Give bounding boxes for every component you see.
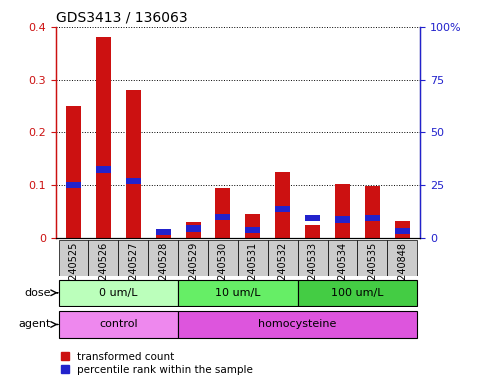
Bar bbox=[185, 222, 200, 238]
FancyBboxPatch shape bbox=[58, 240, 88, 276]
Bar bbox=[335, 217, 350, 223]
Bar bbox=[96, 166, 111, 173]
Text: GSM240527: GSM240527 bbox=[128, 242, 138, 301]
FancyBboxPatch shape bbox=[58, 280, 178, 306]
Text: GSM240533: GSM240533 bbox=[308, 242, 318, 301]
Legend: transformed count, percentile rank within the sample: transformed count, percentile rank withi… bbox=[61, 352, 253, 375]
Text: GSM240532: GSM240532 bbox=[278, 242, 288, 301]
FancyBboxPatch shape bbox=[178, 311, 417, 338]
Bar bbox=[365, 215, 380, 221]
Bar bbox=[305, 215, 320, 221]
Text: agent: agent bbox=[18, 319, 51, 329]
FancyBboxPatch shape bbox=[178, 240, 208, 276]
Bar bbox=[215, 188, 230, 238]
Text: GDS3413 / 136063: GDS3413 / 136063 bbox=[56, 10, 187, 24]
FancyBboxPatch shape bbox=[238, 240, 268, 276]
FancyBboxPatch shape bbox=[298, 280, 417, 306]
Bar bbox=[275, 172, 290, 238]
FancyBboxPatch shape bbox=[327, 240, 357, 276]
Text: GSM240531: GSM240531 bbox=[248, 242, 258, 301]
Bar bbox=[156, 228, 170, 235]
Bar bbox=[245, 214, 260, 238]
FancyBboxPatch shape bbox=[118, 240, 148, 276]
FancyBboxPatch shape bbox=[387, 240, 417, 276]
FancyBboxPatch shape bbox=[268, 240, 298, 276]
Bar bbox=[335, 184, 350, 238]
Text: dose: dose bbox=[24, 288, 51, 298]
Text: homocysteine: homocysteine bbox=[258, 319, 337, 329]
Text: GSM240528: GSM240528 bbox=[158, 242, 168, 301]
FancyBboxPatch shape bbox=[357, 240, 387, 276]
Bar bbox=[66, 106, 81, 238]
FancyBboxPatch shape bbox=[298, 240, 327, 276]
FancyBboxPatch shape bbox=[178, 280, 298, 306]
Bar bbox=[126, 90, 141, 238]
Text: 100 um/L: 100 um/L bbox=[331, 288, 384, 298]
Text: GSM240534: GSM240534 bbox=[338, 242, 347, 301]
Bar bbox=[126, 178, 141, 184]
Bar bbox=[395, 221, 410, 238]
Bar bbox=[305, 225, 320, 238]
Text: GSM240525: GSM240525 bbox=[69, 242, 78, 301]
Text: GSM240530: GSM240530 bbox=[218, 242, 228, 301]
FancyBboxPatch shape bbox=[58, 311, 178, 338]
Text: GSM240848: GSM240848 bbox=[398, 242, 407, 301]
Bar bbox=[96, 37, 111, 238]
FancyBboxPatch shape bbox=[208, 240, 238, 276]
FancyBboxPatch shape bbox=[88, 240, 118, 276]
Bar bbox=[215, 214, 230, 220]
Bar bbox=[185, 225, 200, 232]
Bar bbox=[156, 233, 170, 238]
Text: control: control bbox=[99, 319, 138, 329]
Bar bbox=[365, 186, 380, 238]
FancyBboxPatch shape bbox=[148, 240, 178, 276]
Text: GSM240529: GSM240529 bbox=[188, 242, 198, 301]
Text: 10 um/L: 10 um/L bbox=[215, 288, 261, 298]
Text: 0 um/L: 0 um/L bbox=[99, 288, 138, 298]
Bar bbox=[245, 227, 260, 233]
Bar bbox=[66, 182, 81, 189]
Bar bbox=[275, 206, 290, 212]
Text: GSM240535: GSM240535 bbox=[368, 242, 377, 301]
Text: GSM240526: GSM240526 bbox=[99, 242, 108, 301]
Bar bbox=[395, 227, 410, 234]
